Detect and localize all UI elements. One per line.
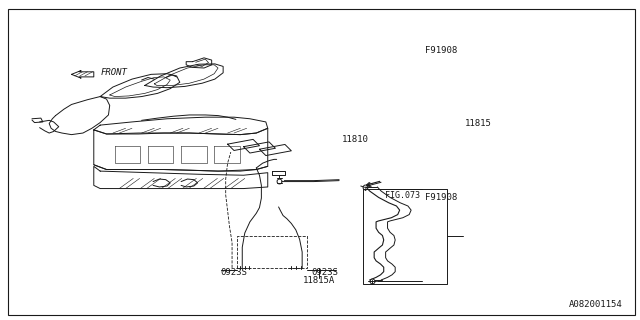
Text: F91908: F91908 (425, 193, 458, 202)
Text: A082001154: A082001154 (569, 300, 623, 309)
Text: 0923S: 0923S (221, 268, 248, 277)
Text: 0923S: 0923S (312, 268, 339, 277)
Text: FRONT: FRONT (100, 68, 127, 77)
Text: 11810: 11810 (342, 135, 369, 144)
Text: 11815: 11815 (465, 119, 492, 128)
Text: FIG.073: FIG.073 (385, 191, 420, 200)
Text: 11815A: 11815A (303, 276, 335, 285)
Text: F91908: F91908 (425, 46, 458, 55)
